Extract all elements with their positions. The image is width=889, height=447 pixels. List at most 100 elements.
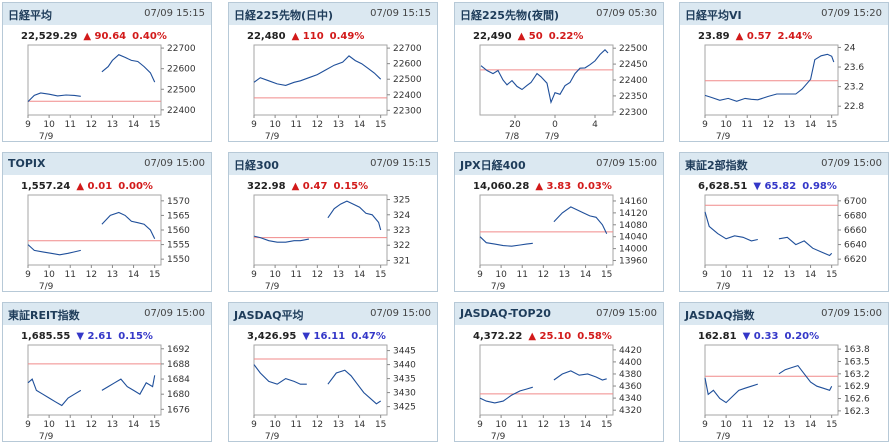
plot-frame <box>253 44 388 116</box>
y-tick-label: 4360 <box>619 382 642 392</box>
index-name[interactable]: 日経225先物(日中) <box>234 9 334 22</box>
index-name[interactable]: JPX日経400 <box>460 159 526 172</box>
index-value: 1,557.24 <box>21 181 71 192</box>
index-card[interactable]: 東証REIT指数 07/09 15:00 1,685.55 ▼ 2.61 0.15% 16… <box>2 302 212 442</box>
timestamp: 07/09 05:30 <box>596 8 657 19</box>
index-card[interactable]: 日経平均VI 07/09 15:20 23.89 ▲ 0.57 2.44% 22.8 23.… <box>679 2 889 142</box>
price-line <box>253 364 307 385</box>
index-value: 3,426.95 <box>247 331 297 342</box>
x-tick-label: 15 <box>601 270 612 280</box>
index-value: 22,529.29 <box>21 31 78 42</box>
index-card[interactable]: JPX日経400 07/09 15:00 14,060.28 ▲ 3.83 0.03% 1… <box>454 152 664 292</box>
price-line <box>553 206 608 234</box>
y-tick-label: 22400 <box>619 76 648 86</box>
intraday-chart: 22300 22350 22400 22450 22500 20 0 4 7/8 7/9 <box>479 44 648 141</box>
y-tick-label: 163.8 <box>844 345 870 355</box>
change-percent: 0.15% <box>118 331 153 342</box>
intraday-chart: 1676 1680 1684 1688 1692 9 10 11 12 13 14 15 7/9 <box>25 344 190 441</box>
y-tick-label: 162.3 <box>844 407 870 417</box>
x-tick-label: 11 <box>64 420 75 430</box>
y-tick-label: 4400 <box>619 358 642 368</box>
y-tick-label: 321 <box>393 256 410 266</box>
index-name[interactable]: 日経300 <box>234 159 279 172</box>
x-date-label: 7/9 <box>716 282 731 291</box>
index-value: 4,372.22 <box>473 331 523 342</box>
index-card[interactable]: JASDAQ平均 07/09 15:00 3,426.95 ▼ 16.11 0.47% 3… <box>228 302 438 442</box>
index-name[interactable]: JASDAQ平均 <box>234 309 304 322</box>
index-name[interactable]: 日経平均 <box>8 9 52 22</box>
y-tick-label: 14120 <box>619 209 648 219</box>
change-percent: 0.40% <box>132 31 167 42</box>
index-card[interactable]: 日経300 07/09 15:15 322.98 ▲ 0.47 0.15% 321 322 3… <box>228 152 438 292</box>
index-card[interactable]: JASDAQ-TOP20 07/09 15:00 4,372.22 ▲ 25.10 0.… <box>454 302 664 442</box>
change-percent: 0.47% <box>351 331 386 342</box>
change-percent: 0.22% <box>548 31 584 42</box>
y-tick-label: 22350 <box>619 92 648 102</box>
price-line <box>778 364 833 391</box>
x-tick-label: 15 <box>826 120 837 130</box>
price-line <box>101 211 156 240</box>
x-tick-label: 14 <box>805 120 817 130</box>
card-header: JASDAQ平均 07/09 15:00 <box>229 303 437 325</box>
index-name[interactable]: 日経平均VI <box>685 9 742 22</box>
index-card[interactable]: 日経225先物(夜間) 07/09 05:30 22,490 ▲ 50 0.22% 223… <box>454 2 664 142</box>
y-tick-label: 22300 <box>619 108 648 118</box>
x-tick-label: 11 <box>516 270 527 280</box>
index-name[interactable]: 東証2部指数 <box>685 159 748 172</box>
index-name[interactable]: JASDAQ指数 <box>685 309 755 322</box>
x-tick-label: 10 <box>269 420 281 430</box>
change-value: 3.83 <box>546 181 572 192</box>
y-tick-label: 6700 <box>844 197 867 207</box>
y-tick-label: 1688 <box>167 360 190 370</box>
down-arrow-icon: ▼ <box>76 331 85 342</box>
change-percent: 0.15% <box>333 181 369 192</box>
x-tick-label: 12 <box>763 120 774 130</box>
x-tick-label: 10 <box>43 270 55 280</box>
change-percent: 2.44% <box>777 31 813 42</box>
index-card[interactable]: 東証2部指数 07/09 15:00 6,628.51 ▼ 65.82 0.98% 662… <box>679 152 889 292</box>
plot-frame <box>27 44 162 116</box>
x-tick-label: 14 <box>580 270 592 280</box>
y-tick-label: 6660 <box>844 226 867 236</box>
index-card[interactable]: TOPIX 07/09 15:00 1,557.24 ▲ 0.01 0.00% 1550 1… <box>2 152 212 292</box>
y-tick-label: 1692 <box>167 345 190 355</box>
change-value: 16.11 <box>313 331 346 342</box>
index-name[interactable]: 東証REIT指数 <box>8 309 80 322</box>
timestamp: 07/09 15:00 <box>821 158 882 169</box>
y-tick-label: 3430 <box>393 389 416 399</box>
card-header: JPX日経400 07/09 15:00 <box>455 153 663 175</box>
y-tick-label: 14040 <box>619 233 648 243</box>
x-tick-label: 12 <box>312 270 323 280</box>
y-tick-label: 1555 <box>167 241 190 251</box>
y-tick-label: 163.2 <box>844 370 870 380</box>
y-tick-label: 163.5 <box>844 357 870 367</box>
timestamp: 07/09 15:15 <box>144 8 205 19</box>
index-name[interactable]: 日経225先物(夜間) <box>460 9 560 22</box>
plot-frame <box>27 344 162 416</box>
index-card[interactable]: JASDAQ指数 07/09 15:00 162.81 ▼ 0.33 0.20% 162.… <box>679 302 889 442</box>
y-tick-label: 6680 <box>844 211 867 221</box>
change-value: 0.33 <box>753 331 779 342</box>
change-percent: 0.58% <box>577 331 612 342</box>
change-percent: 0.00% <box>118 181 153 192</box>
change-value: 50 <box>528 31 543 42</box>
down-arrow-icon: ▼ <box>742 331 751 342</box>
x-tick-label: 14 <box>128 270 140 280</box>
up-arrow-icon: ▲ <box>83 31 92 42</box>
index-card[interactable]: 日経平均 07/09 15:15 22,529.29 ▲ 90.64 0.40% 2240… <box>2 2 212 142</box>
x-tick-label: 13 <box>784 420 795 430</box>
price-line <box>480 49 609 105</box>
index-name[interactable]: TOPIX <box>8 157 46 170</box>
intraday-chart: 4320 4340 4360 4380 4400 4420 9 10 11 12 13 14 15 7/9 <box>477 344 642 441</box>
x-tick-label: 14 <box>354 270 366 280</box>
index-name[interactable]: JASDAQ-TOP20 <box>460 307 551 320</box>
x-tick-label: 11 <box>516 420 527 430</box>
y-tick-label: 3440 <box>393 361 416 371</box>
x-tick-label: 9 <box>251 120 257 130</box>
x-tick-label: 14 <box>805 270 817 280</box>
y-tick-label: 322 <box>393 241 410 251</box>
index-card[interactable]: 日経225先物(日中) 07/09 15:15 22,480 ▲ 110 0.49% 22… <box>228 2 438 142</box>
x-tick-label: 13 <box>333 120 344 130</box>
x-tick-label: 10 <box>720 420 732 430</box>
intraday-chart: 162.3 162.6 162.9 163.2 163.5 163.8 9 10 11 12 13 1… <box>702 344 870 441</box>
